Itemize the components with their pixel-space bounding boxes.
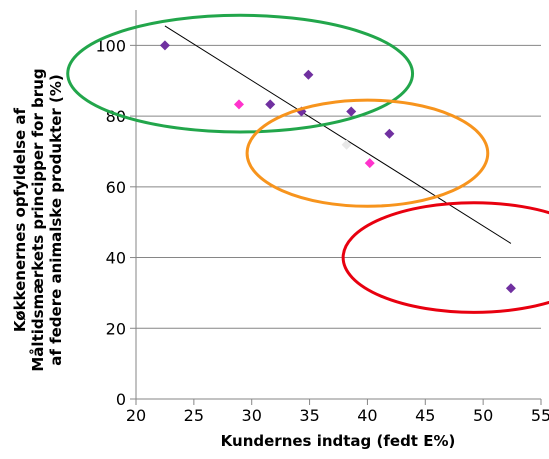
x-tick-label: 40	[357, 406, 377, 425]
y-axis-title-line-3: af federe animalske produkter (%)	[47, 74, 65, 366]
y-axis-title-line-2: Måltidsmærkets principper for brug	[29, 68, 47, 371]
data-point	[303, 69, 314, 80]
axes	[135, 10, 541, 400]
x-axis-title: Kundernes indtag (fedt E%)	[221, 432, 456, 450]
data-point	[265, 99, 276, 110]
x-tick-labels: 20 25 30 35 40 45 50 55	[126, 399, 549, 425]
x-tick-label: 55	[531, 406, 549, 425]
highlight-ellipse	[66, 13, 415, 134]
x-tick-label: 35	[299, 406, 319, 425]
y-tick-label: 100	[95, 36, 126, 55]
y-tick-label: 40	[106, 249, 126, 268]
data-point	[384, 128, 395, 139]
y-tick-label: 20	[106, 319, 126, 338]
y-axis-title-line-1: Køkkenernes opfyldelse af	[11, 107, 29, 332]
x-tick-label: 30	[242, 406, 262, 425]
x-tick-label: 45	[415, 406, 435, 425]
gridlines	[136, 44, 541, 329]
highlight-ellipses	[66, 13, 549, 314]
y-tick-label: 60	[106, 178, 126, 197]
data-point	[346, 106, 357, 117]
data-point	[505, 283, 516, 294]
highlight-ellipse	[245, 98, 490, 208]
data-point	[341, 139, 352, 150]
x-tick-label: 25	[184, 406, 204, 425]
trendline-group	[164, 25, 512, 244]
data-point	[159, 40, 170, 51]
data-point	[233, 99, 244, 110]
trendline	[164, 25, 512, 244]
x-tick-label: 50	[473, 406, 493, 425]
data-points	[159, 40, 516, 294]
y-axis-title: Køkkenernes opfyldelse af Måltidsmærkets…	[11, 68, 65, 371]
highlight-ellipse	[341, 201, 549, 314]
x-tick-label: 20	[126, 406, 146, 425]
data-point	[364, 158, 375, 169]
y-tick-label: 0	[116, 390, 126, 409]
